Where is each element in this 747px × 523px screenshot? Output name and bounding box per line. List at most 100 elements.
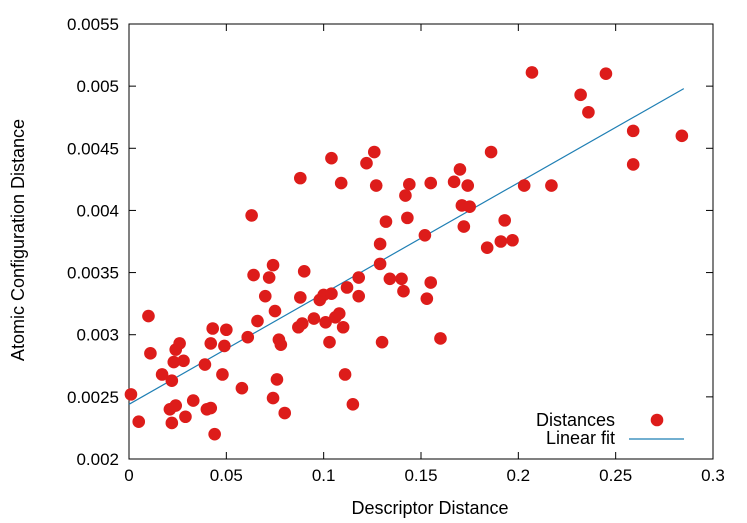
data-point	[574, 88, 587, 102]
data-point	[360, 156, 373, 170]
y-tick-label: 0.0025	[67, 388, 119, 407]
y-tick-label: 0.0035	[67, 264, 119, 283]
y-tick-label: 0.003	[76, 326, 119, 345]
data-point	[397, 284, 410, 298]
data-point	[220, 323, 233, 337]
y-tick-label: 0.005	[76, 77, 119, 96]
data-point	[463, 200, 476, 213]
data-point	[132, 415, 146, 429]
data-point	[338, 368, 352, 381]
legend-marker-distances	[650, 413, 664, 427]
x-tick-label: 0	[124, 466, 133, 485]
data-point	[453, 163, 467, 176]
x-tick-label: 0.05	[210, 466, 243, 485]
data-point	[251, 314, 264, 328]
fit-line-layer	[128, 88, 685, 405]
data-point	[373, 257, 387, 271]
data-point	[266, 391, 280, 405]
data-point	[319, 315, 332, 329]
data-point	[177, 354, 190, 368]
data-point	[262, 271, 276, 284]
data-point	[165, 374, 179, 388]
data-point	[401, 211, 414, 225]
x-axis-title: Descriptor Distance	[351, 498, 508, 518]
data-point	[626, 158, 640, 171]
data-point	[457, 220, 471, 233]
data-point	[245, 209, 258, 222]
data-point	[418, 228, 432, 242]
data-point	[395, 272, 408, 286]
data-point	[241, 330, 255, 344]
data-point	[278, 406, 292, 420]
plot-frame	[128, 23, 714, 460]
data-point	[165, 416, 179, 430]
data-point	[334, 176, 348, 190]
data-point	[346, 398, 360, 411]
data-point	[323, 335, 336, 349]
data-point	[325, 151, 338, 165]
data-point	[297, 265, 311, 278]
data-point	[173, 337, 186, 350]
data-point	[399, 189, 412, 202]
data-point	[498, 214, 512, 227]
y-tick-label: 0.0045	[67, 139, 119, 158]
data-point	[307, 312, 321, 325]
data-point	[142, 309, 155, 323]
x-tick-label: 0.15	[404, 466, 437, 485]
data-point	[235, 381, 249, 395]
data-point	[336, 320, 350, 334]
data-point	[167, 355, 181, 369]
data-point	[179, 410, 192, 424]
data-point	[274, 338, 288, 351]
data-point	[266, 258, 280, 272]
data-point	[332, 307, 346, 320]
x-tick-label: 0.25	[599, 466, 632, 485]
data-point	[352, 271, 366, 284]
data-point	[295, 317, 309, 330]
data-point	[599, 67, 613, 81]
data-point	[340, 281, 354, 294]
data-point	[218, 339, 231, 353]
data-point	[155, 368, 169, 381]
x-tick-label: 0.2	[507, 466, 531, 485]
data-point	[375, 335, 389, 349]
data-point	[247, 268, 260, 282]
data-point	[367, 145, 381, 159]
data-point	[494, 235, 508, 248]
data-point	[204, 401, 218, 415]
data-point	[186, 394, 200, 407]
y-tick-label: 0.0055	[67, 15, 119, 34]
data-point	[424, 276, 438, 289]
axes: 0 0.05 0.1 0.15 0.2 0.25 0.3 0.002 0.0025 0.003 0.…	[67, 15, 725, 485]
data-point	[379, 215, 393, 228]
data-point	[506, 233, 519, 247]
y-tick-label: 0.004	[76, 201, 119, 220]
legend-label-linear-fit: Linear fit	[546, 428, 615, 448]
y-axis-title: Atomic Configuration Distance	[8, 119, 28, 361]
linear-fit-line	[128, 88, 685, 405]
data-point	[383, 272, 397, 286]
data-point	[517, 179, 531, 192]
data-point	[208, 427, 221, 441]
points-layer	[124, 66, 689, 441]
legend-label-distances: Distances	[536, 410, 615, 430]
data-point	[294, 171, 307, 185]
data-point	[258, 289, 272, 303]
data-point	[461, 179, 475, 192]
data-point	[545, 179, 558, 192]
data-point	[124, 388, 138, 401]
data-point	[352, 289, 366, 303]
data-point	[447, 175, 461, 189]
x-tick-label: 0.3	[701, 466, 725, 485]
data-point	[434, 332, 447, 345]
data-point	[626, 124, 640, 138]
data-point	[270, 373, 284, 386]
data-point	[144, 347, 157, 360]
data-point	[216, 368, 229, 381]
data-point	[169, 399, 183, 412]
data-point	[675, 129, 689, 143]
data-point	[403, 178, 416, 191]
data-point	[325, 287, 338, 301]
